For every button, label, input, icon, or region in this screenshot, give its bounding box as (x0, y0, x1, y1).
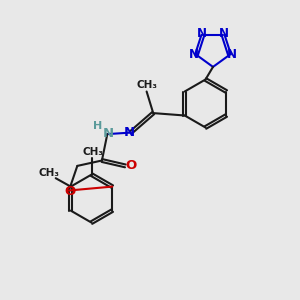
Text: N: N (227, 48, 237, 62)
Text: CH₃: CH₃ (136, 80, 157, 90)
Text: O: O (125, 159, 136, 172)
Text: N: N (189, 48, 199, 62)
Text: H: H (93, 121, 102, 131)
Text: CH₃: CH₃ (82, 147, 103, 157)
Text: N: N (219, 27, 229, 40)
Text: N: N (197, 27, 207, 40)
Text: N: N (102, 127, 113, 140)
Text: CH₃: CH₃ (39, 168, 60, 178)
Text: O: O (64, 185, 75, 198)
Text: N: N (124, 126, 135, 139)
